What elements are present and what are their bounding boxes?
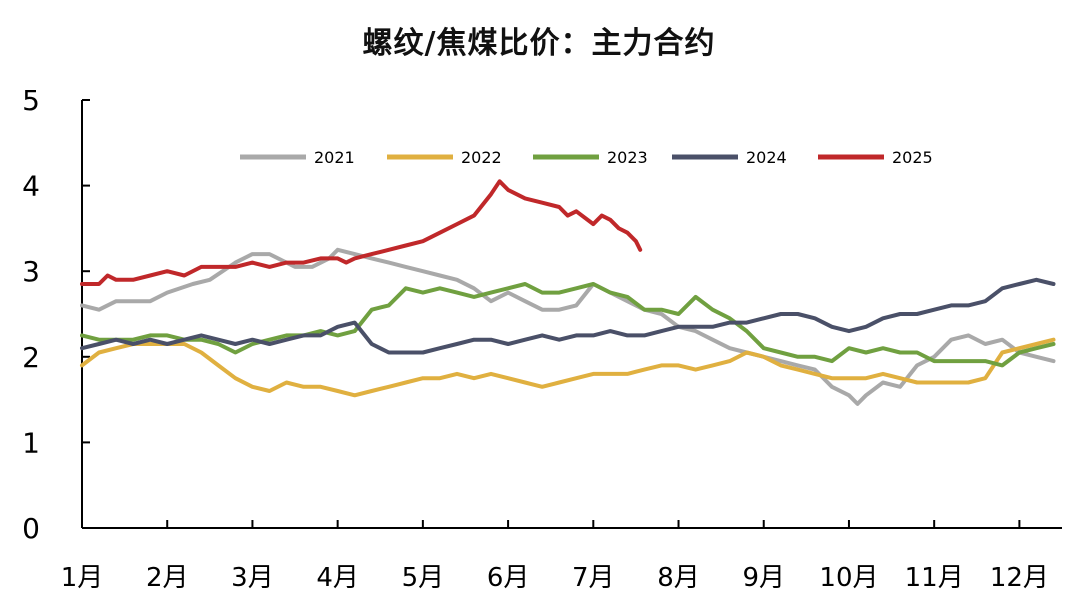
x-tick-label: 10月 <box>819 563 878 593</box>
x-tick-label: 3月 <box>231 563 274 593</box>
x-tick-label: 12月 <box>990 563 1049 593</box>
legend-label-2024: 2024 <box>746 148 787 167</box>
x-tick-label: 1月 <box>61 563 104 593</box>
legend-label-2022: 2022 <box>461 148 502 167</box>
x-tick-label: 8月 <box>657 563 700 593</box>
legend-label-2023: 2023 <box>607 148 648 167</box>
y-tick-label: 2 <box>22 341 40 374</box>
y-tick-label: 4 <box>22 170 40 203</box>
y-tick-label: 3 <box>22 255 40 288</box>
series-line-2024 <box>80 277 1056 355</box>
legend-label-2025: 2025 <box>892 148 933 167</box>
chart-title: 螺纹/焦煤比价：主力合约 <box>362 26 716 61</box>
x-tick-label: 2月 <box>146 563 189 593</box>
y-tick-label: 1 <box>22 426 40 459</box>
series-line-2022 <box>80 337 1056 398</box>
series-line-2025 <box>80 179 643 286</box>
y-tick-label: 5 <box>22 84 40 117</box>
x-tick-label: 6月 <box>487 563 530 593</box>
y-tick-label: 0 <box>22 512 40 545</box>
x-tick-label: 11月 <box>905 563 964 593</box>
series-line-2023 <box>80 282 1056 368</box>
x-tick-label: 7月 <box>572 563 615 593</box>
x-tick-label: 9月 <box>742 563 785 593</box>
x-tick-label: 4月 <box>316 563 359 593</box>
x-tick-label: 5月 <box>402 563 445 593</box>
legend-label-2021: 2021 <box>314 148 355 167</box>
